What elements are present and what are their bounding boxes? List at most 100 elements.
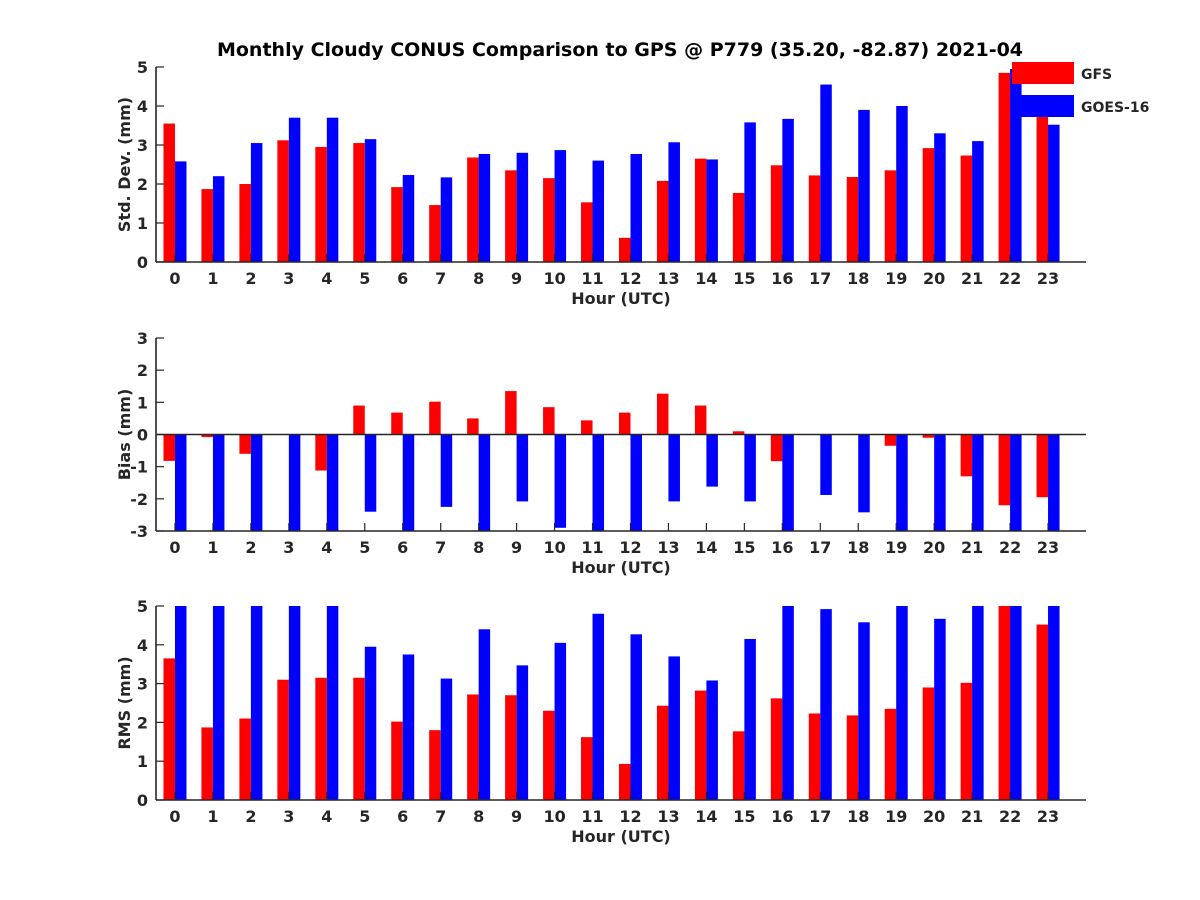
x-tick-label: 5 — [359, 807, 370, 826]
bar-gfs-hour-14 — [694, 158, 707, 262]
bar-gfs-hour-6 — [391, 187, 403, 262]
bar-goes-16-hour-9 — [516, 434, 529, 502]
bar-gfs-hour-21 — [960, 682, 973, 800]
bar-gfs-hour-19 — [884, 708, 897, 800]
x-tick-label: 18 — [847, 269, 869, 288]
x-tick-label: 21 — [961, 538, 983, 557]
x-tick-label: 12 — [619, 538, 641, 557]
x-tick-label: 16 — [771, 807, 793, 826]
bar-gfs-hour-5 — [353, 405, 365, 435]
bar-goes-16-hour-18 — [858, 434, 870, 513]
x-axis-label: Hour (UTC) — [571, 289, 671, 308]
bar-gfs-hour-3 — [277, 679, 289, 800]
x-tick-label: 8 — [473, 538, 484, 557]
x-tick-label: 6 — [397, 269, 408, 288]
x-tick-label: 7 — [435, 269, 446, 288]
bar-gfs-hour-20 — [922, 687, 935, 800]
x-tick-label: 0 — [169, 807, 180, 826]
bar-goes-16-hour-1 — [212, 176, 225, 262]
bar-goes-16-hour-19 — [896, 434, 908, 531]
bar-gfs-hour-15 — [732, 192, 745, 262]
y-tick-label: 4 — [137, 97, 148, 116]
x-tick-label: 15 — [733, 269, 755, 288]
x-tick-label: 3 — [283, 807, 294, 826]
bar-gfs-hour-18 — [846, 176, 859, 262]
bar-gfs-hour-19 — [884, 170, 897, 262]
bar-goes-16-hour-14 — [706, 159, 718, 262]
bar-gfs-hour-21 — [960, 434, 973, 477]
bar-goes-16-hour-4 — [326, 117, 339, 262]
x-tick-label: 11 — [581, 538, 603, 557]
bar-goes-16-hour-2 — [250, 434, 263, 531]
bar-gfs-hour-13 — [656, 180, 669, 262]
bar-goes-16-hour-10 — [554, 434, 567, 528]
bar-gfs-hour-10 — [543, 178, 555, 262]
x-tick-label: 7 — [435, 538, 446, 557]
bar-gfs-hour-3 — [277, 140, 289, 262]
x-tick-label: 10 — [543, 538, 565, 557]
bar-gfs-hour-12 — [618, 763, 631, 800]
bar-goes-16-hour-6 — [402, 654, 415, 800]
x-tick-label: 16 — [771, 538, 793, 557]
bar-gfs-hour-23 — [1036, 115, 1049, 262]
x-tick-label: 19 — [885, 269, 907, 288]
y-axis-label: Bias (mm) — [115, 389, 134, 481]
y-tick-label: 5 — [137, 58, 148, 77]
bar-goes-16-hour-18 — [858, 109, 870, 263]
bar-gfs-hour-6 — [391, 721, 403, 800]
bar-goes-16-hour-12 — [630, 434, 642, 531]
x-tick-label: 9 — [511, 269, 522, 288]
bar-gfs-hour-20 — [922, 148, 935, 262]
x-tick-label: 4 — [321, 807, 332, 826]
bar-goes-16-hour-7 — [440, 434, 453, 507]
x-tick-label: 18 — [847, 807, 869, 826]
bar-gfs-hour-2 — [239, 718, 251, 800]
bar-goes-16-hour-7 — [440, 678, 453, 800]
x-tick-label: 21 — [961, 807, 983, 826]
x-tick-label: 14 — [695, 269, 717, 288]
x-tick-label: 21 — [961, 269, 983, 288]
x-tick-label: 15 — [733, 538, 755, 557]
bar-gfs-hour-22 — [998, 434, 1011, 506]
bar-gfs-hour-9 — [505, 695, 517, 800]
y-axis-label: Std. Dev. (mm) — [115, 97, 134, 232]
bar-gfs-hour-11 — [581, 202, 593, 262]
bar-goes-16-hour-3 — [288, 117, 301, 262]
x-tick-label: 13 — [657, 807, 679, 826]
x-tick-label: 22 — [999, 538, 1021, 557]
x-tick-label: 11 — [581, 807, 603, 826]
bar-gfs-hour-0 — [163, 123, 175, 262]
bar-goes-16-hour-1 — [212, 606, 225, 800]
bar-gfs-hour-1 — [201, 189, 213, 262]
x-tick-label: 23 — [1037, 807, 1059, 826]
x-tick-label: 3 — [283, 538, 294, 557]
x-tick-label: 19 — [885, 807, 907, 826]
bar-goes-16-hour-0 — [174, 434, 187, 531]
bar-gfs-hour-0 — [163, 434, 175, 461]
x-tick-label: 0 — [169, 269, 180, 288]
x-tick-label: 19 — [885, 538, 907, 557]
bar-goes-16-hour-15 — [744, 638, 756, 800]
bar-gfs-hour-12 — [618, 412, 631, 435]
y-axis-label: RMS (mm) — [115, 656, 134, 749]
x-tick-label: 14 — [695, 807, 717, 826]
bar-goes-16-hour-22 — [1010, 434, 1022, 531]
bar-goes-16-hour-10 — [554, 642, 567, 800]
bar-gfs-hour-5 — [353, 143, 365, 262]
legend-swatch-goes-16 — [1012, 95, 1074, 117]
bar-goes-16-hour-20 — [934, 618, 946, 800]
x-tick-label: 2 — [245, 807, 256, 826]
bar-goes-16-hour-17 — [820, 609, 832, 800]
bar-gfs-hour-18 — [846, 715, 859, 800]
bar-goes-16-hour-2 — [250, 606, 263, 800]
bar-gfs-hour-13 — [656, 393, 669, 435]
figure-title: Monthly Cloudy CONUS Comparison to GPS @… — [217, 39, 1023, 61]
y-tick-label: -1 — [130, 458, 148, 477]
x-tick-label: 5 — [359, 538, 370, 557]
bar-gfs-hour-2 — [239, 184, 251, 262]
x-tick-label: 1 — [207, 269, 218, 288]
y-tick-label: 3 — [137, 675, 148, 694]
bar-gfs-hour-15 — [732, 731, 745, 800]
bar-goes-16-hour-6 — [402, 434, 415, 531]
bar-goes-16-hour-22 — [1010, 606, 1022, 800]
